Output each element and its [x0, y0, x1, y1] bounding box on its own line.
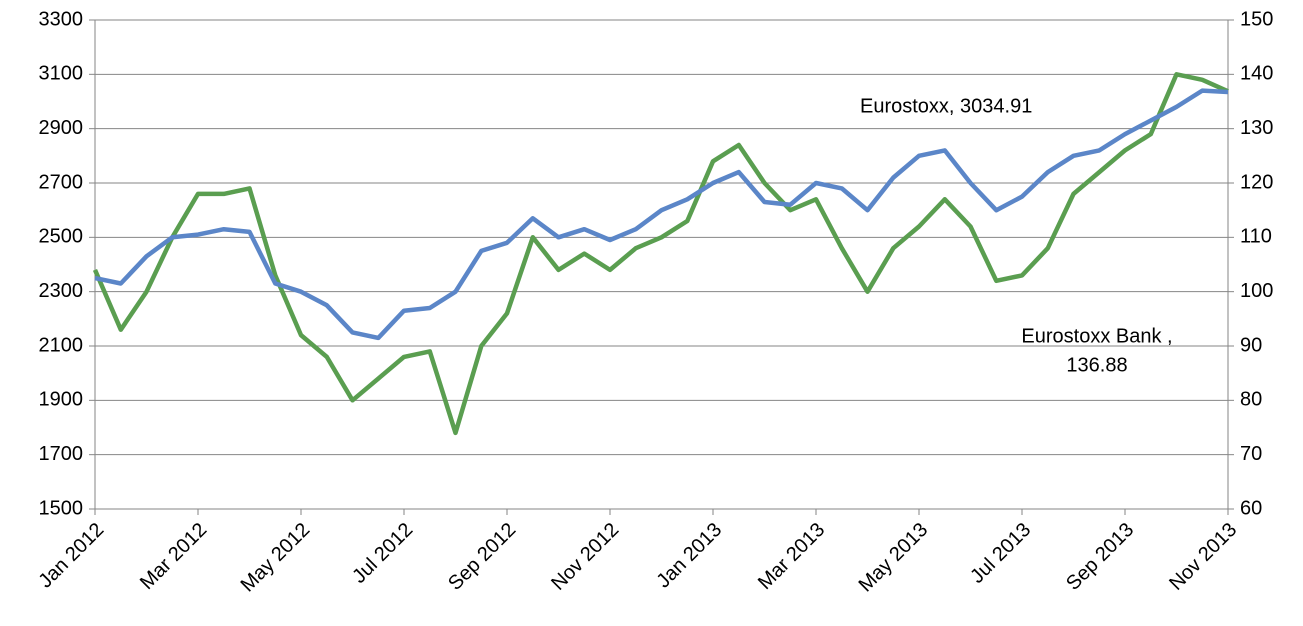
annotation: 136.88: [1066, 354, 1127, 376]
y-tick-label: 2700: [39, 171, 84, 193]
x-tick-label: May 2013: [855, 519, 933, 597]
x-tick-label: Jan 2012: [35, 519, 109, 593]
y-tick-label: 2100: [39, 334, 84, 356]
x-tick-label: Sep 2013: [1062, 519, 1138, 595]
y2-tick-label: 60: [1240, 497, 1262, 519]
y-tick-label: 3300: [39, 8, 84, 30]
x-tick-label: Jul 2013: [966, 519, 1035, 588]
y2-tick-label: 130: [1240, 117, 1273, 139]
y-tick-label: 2300: [39, 280, 84, 302]
y-tick-label: 3100: [39, 63, 84, 85]
y2-tick-label: 90: [1240, 334, 1262, 356]
y-tick-label: 2900: [39, 117, 84, 139]
y2-tick-label: 120: [1240, 171, 1273, 193]
line-series: [94, 88, 1229, 341]
y2-tick-label: 100: [1240, 280, 1273, 302]
y2-tick-label: 70: [1240, 443, 1262, 465]
y-tick-label: 1900: [39, 389, 84, 411]
x-tick-label: Nov 2012: [547, 519, 623, 595]
y-tick-label: 1700: [39, 443, 84, 465]
line-series: [92, 72, 1229, 436]
x-tick-label: Nov 2013: [1165, 519, 1241, 595]
annotation: Eurostoxx Bank ,: [1021, 325, 1172, 347]
x-tick-label: Jul 2012: [348, 519, 417, 588]
x-tick-label: May 2012: [237, 519, 315, 597]
x-tick-label: Jan 2013: [653, 519, 727, 593]
y-tick-label: 1500: [39, 497, 84, 519]
x-tick-label: Mar 2012: [136, 519, 211, 594]
y2-tick-label: 140: [1240, 63, 1273, 85]
x-tick-label: Mar 2013: [754, 519, 829, 594]
y2-tick-label: 150: [1240, 8, 1273, 30]
y2-tick-label: 110: [1240, 226, 1272, 248]
x-tick-label: Sep 2012: [444, 519, 520, 595]
annotation: Eurostoxx, 3034.91: [860, 95, 1032, 117]
y-tick-label: 2500: [39, 226, 84, 248]
y2-tick-label: 80: [1240, 389, 1262, 411]
